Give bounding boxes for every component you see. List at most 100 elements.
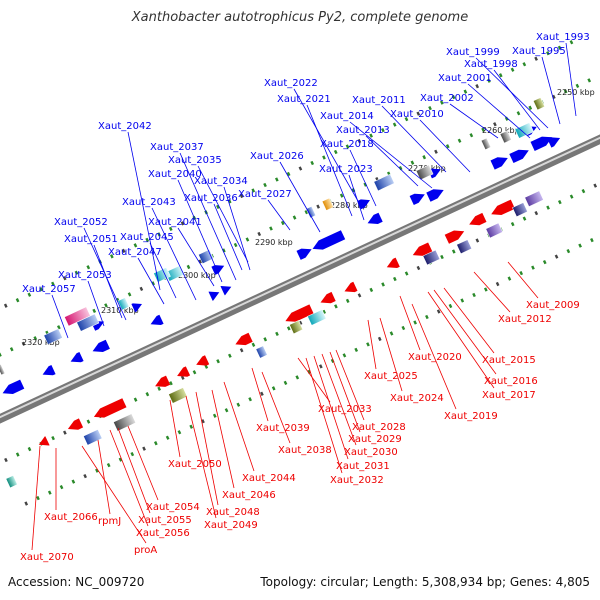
ruler-tick (440, 254, 444, 260)
leader-line (31, 445, 41, 551)
gene-label-top: Xaut_2034 (194, 176, 248, 187)
gene-label-bottom: Xaut_2017 (482, 390, 536, 401)
ruler-tick (339, 193, 344, 198)
backbone (0, 134, 600, 424)
ruler-tick (522, 216, 527, 221)
kbp-mark: 2300 kbp (178, 271, 216, 280)
ruler-tick (342, 353, 347, 358)
gene-label-top: Xaut_2051 (64, 234, 118, 245)
domain-box (512, 202, 528, 218)
domain-box (305, 205, 317, 219)
gene-arrow (412, 242, 433, 256)
ruler-tick (398, 166, 403, 171)
gene-arrow (490, 157, 508, 170)
gene-label-bottom: Xaut_2044 (242, 473, 296, 484)
ruler-tick (15, 298, 20, 303)
ruler-tick (216, 359, 220, 364)
ruler-tick (36, 495, 40, 501)
ruler-tick (575, 83, 580, 88)
ruler-tick (475, 84, 480, 89)
ruler-tick (295, 375, 300, 380)
ruler-tick (531, 265, 535, 270)
ruler-tick (286, 326, 291, 331)
gene-arrow (211, 265, 225, 275)
gene-label-top: Xaut_2021 (277, 94, 331, 105)
ruler-tick (286, 171, 291, 177)
domain-box (480, 137, 492, 150)
ruler-tick (369, 133, 373, 138)
gene-label-bottom: Xaut_2056 (136, 528, 190, 539)
gene-arrow (2, 379, 25, 394)
ruler-tick (263, 337, 268, 342)
domain-box (289, 320, 304, 335)
ruler-tick (47, 490, 52, 495)
gene-arrow (312, 230, 346, 250)
kbp-mark: 2250 kbp (557, 88, 595, 97)
ruler-tick (413, 320, 417, 325)
ruler-tick (425, 314, 429, 320)
ruler-tick (106, 463, 111, 468)
ruler-tick (322, 155, 326, 160)
gene-label-bottom: Xaut_2055 (138, 515, 192, 526)
leader-line (211, 389, 235, 489)
ruler-tick (333, 149, 338, 155)
ruler-tick (481, 127, 485, 132)
ruler-tick (145, 237, 150, 242)
ruler-tick (436, 309, 441, 314)
leader-line (335, 349, 365, 421)
ruler-tick (263, 182, 267, 188)
domain-box (76, 313, 100, 332)
gene-label-bottom: Xaut_2019 (444, 411, 498, 422)
gene-arrow (469, 212, 487, 226)
gene-arrow (491, 199, 515, 215)
gene-label-top: Xaut_2014 (320, 111, 374, 122)
ruler-tick (109, 254, 114, 259)
leader-line (411, 303, 457, 410)
ruler-tick (357, 138, 362, 144)
ruler-tick (401, 325, 406, 331)
leader-line (177, 179, 223, 283)
leader-line (565, 42, 577, 117)
ruler-tick (498, 73, 503, 78)
ruler-tick (445, 144, 450, 149)
ruler-tick (204, 364, 209, 369)
ruler-tick (522, 62, 527, 67)
ruler-tick (475, 238, 480, 243)
gene-label-bottom: Xaut_2066 (44, 512, 98, 523)
ruler-tick (9, 347, 14, 352)
ruler-tick (153, 441, 158, 446)
gene-label-top: Xaut_2035 (168, 155, 222, 166)
gene-label-top: Xaut_2010 (390, 109, 444, 120)
ruler-tick (233, 242, 238, 248)
gene-label-top: Xaut_2023 (319, 164, 373, 175)
gene-label-top: Xaut_2041 (148, 217, 202, 228)
ruler-tick (310, 160, 315, 166)
domain-box (422, 249, 441, 266)
ruler-tick (534, 210, 539, 216)
ruler-tick (487, 78, 491, 83)
gene-arrow (367, 212, 383, 224)
gene-label-top: Xaut_1993 (536, 32, 590, 43)
ruler-tick (569, 194, 574, 199)
ruler-tick (227, 199, 232, 204)
ruler-tick (239, 348, 244, 353)
ruler-tick (145, 392, 150, 397)
ruler-tick (248, 397, 252, 402)
ruler-tick (495, 281, 500, 287)
page-title: Xanthobacter autotrophicus Py2, complete… (131, 10, 469, 25)
ruler-tick (157, 232, 161, 237)
ruler-tick (192, 370, 197, 375)
leader-line (195, 391, 219, 506)
domain-box (321, 197, 334, 211)
ruler-tick (280, 220, 285, 226)
leader-line (109, 429, 149, 527)
ruler-tick (546, 51, 550, 56)
gene-arrow (70, 352, 84, 363)
leader-line (151, 207, 197, 301)
domain-box (113, 413, 137, 432)
ruler-tick (528, 105, 533, 110)
ruler-tick (554, 254, 559, 259)
ruler-tick (274, 177, 279, 182)
gene-label-top: Xaut_2043 (122, 197, 176, 208)
ruler-tick (151, 281, 155, 286)
